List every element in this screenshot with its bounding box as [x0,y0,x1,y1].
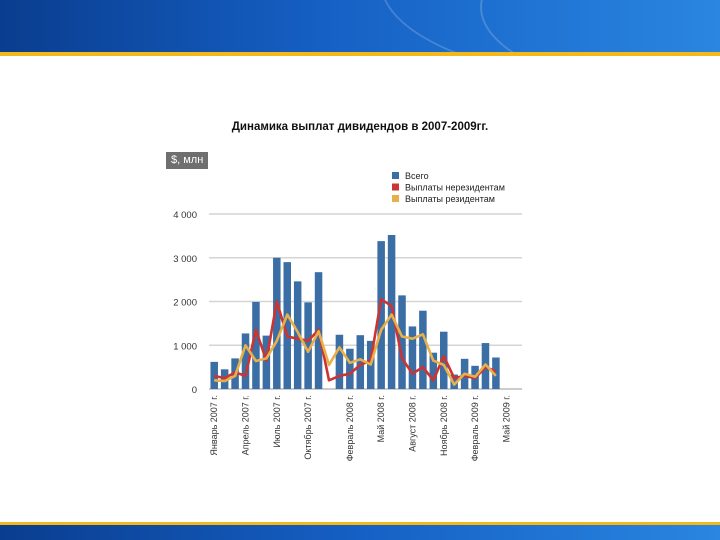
x-tick-label: Май 2008 г. [376,395,386,442]
bar [346,348,354,389]
header-banner [0,0,720,52]
bar [408,326,417,389]
x-tick-label: Февраль 2009 г. [470,395,480,461]
x-tick-label: Январь 2007 г. [209,395,219,456]
footer-banner [0,525,720,540]
legend-swatch [392,183,399,191]
legend-swatch [392,172,399,179]
bar [304,302,312,389]
bar [398,295,406,389]
y-tick-label: 1 000 [173,341,197,352]
y-tick-label: 4 000 [173,210,197,221]
bar [252,301,260,389]
bar [293,281,302,389]
bar [419,310,427,389]
y-tick-label: 0 [192,385,197,396]
x-tick-labels: Январь 2007 г. Апрель 2007 г. Июль 2007 г.… [209,395,511,461]
series-line [214,313,497,386]
bar [210,361,218,389]
chart-title: Динамика выплат дивидендов в 2007-2009гг… [231,121,489,133]
bar [262,335,271,389]
bar [283,262,292,389]
legend-swatch [392,195,399,202]
bar [439,331,448,389]
x-tick-label: Февраль 2008 г. [345,395,355,461]
y-tick-label: 3 000 [173,254,197,265]
bar [335,334,344,389]
x-tick-label: Август 2008 г. [407,395,417,452]
footer-stripe [0,522,720,525]
y-axis-unit-label: $, млн [166,152,209,169]
legend-entry: Выплаты нерезидентам [405,183,505,193]
x-tick-label: Октябрь 2007 г. [303,395,313,460]
bar [356,335,365,389]
bar [241,333,250,389]
series-line [213,297,497,382]
x-tick-label: Май 2009 г. [501,395,511,442]
bar [429,352,438,389]
x-tick-label: Июль 2007 г. [272,395,282,448]
bar [273,257,281,389]
x-tick-label: Апрель 2007 г. [241,395,251,455]
header-stripe [0,52,720,56]
legend-entry: Всего [405,171,429,181]
bar [450,374,458,389]
line-series [213,297,497,386]
y-tick-label: 2 000 [173,298,197,309]
bar [377,241,385,389]
bar [492,357,500,389]
legend-entry: Выплаты резидентам [405,194,495,204]
x-tick-label: Ноябрь 2008 г. [439,395,449,456]
y-tick-labels: 0 1 000 2 000 3 000 4 000 [173,210,197,396]
